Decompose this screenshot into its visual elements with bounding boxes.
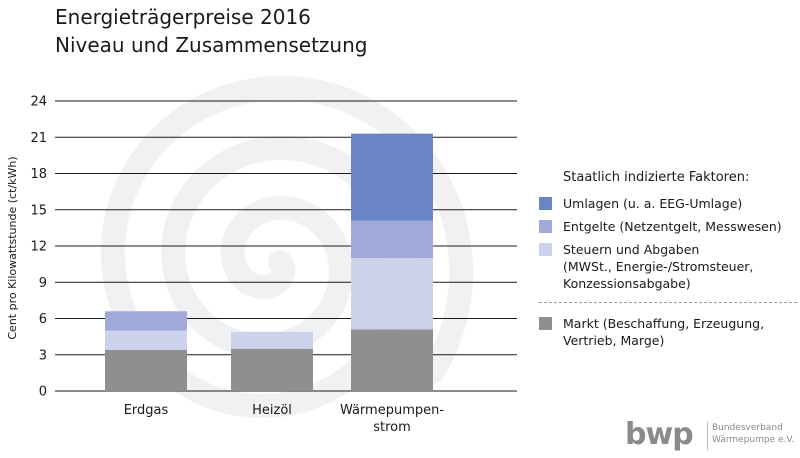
bar-segment-umlagen: [351, 133, 433, 221]
y-tick-label: 6: [39, 312, 47, 327]
legend-label-entgelte: Entgelte (Netzentgelt, Messwesen): [563, 219, 782, 234]
watermark-spiral: [100, 75, 474, 419]
y-axis-label: Cent pro Kilowattstunde (ct/kWh): [6, 156, 19, 339]
y-tick-label: 21: [30, 131, 47, 146]
y-tick-labels: 0 3 6 9 12 15 18 21 24: [30, 95, 47, 400]
y-tick-label: 24: [30, 95, 47, 110]
legend-item-steuern: Steuern und Abgaben (MWSt., Energie-/Str…: [539, 241, 795, 292]
legend-swatch-entgelte: [539, 220, 552, 233]
bar-segment-steuern: [351, 258, 433, 330]
logo-org-line2: Wärmepumpe e.V.: [712, 435, 795, 445]
legend-label-steuern: Steuern und Abgaben (MWSt., Energie-/Str…: [563, 242, 754, 291]
bar-segment-markt: [105, 349, 187, 391]
y-tick-label: 18: [30, 167, 47, 182]
x-tick-label: Heizöl: [252, 403, 292, 418]
x-tick-labels: Erdgas Heizöl Wärmepumpen-strom: [124, 403, 445, 435]
legend-heading: Staatlich indizierte Faktoren:: [563, 170, 750, 185]
bar-segment-entgelte: [351, 220, 433, 259]
legend-swatch-markt: [539, 317, 552, 330]
bar-segment-markt: [351, 329, 433, 391]
legend-label-markt: Markt (Beschaffung, Erzeugung, Vertrieb,…: [563, 316, 765, 348]
legend-swatch-umlagen: [539, 197, 552, 210]
bars: [105, 133, 433, 391]
x-tick-label: Wärmepumpen-strom: [340, 403, 444, 435]
bar-segment-markt: [231, 348, 313, 391]
logo-divider: [707, 422, 708, 450]
legend-label-umlagen: Umlagen (u. a. EEG-Umlage): [563, 196, 743, 211]
y-tick-label: 15: [30, 203, 47, 218]
logo-organization: Bundesverband Wärmepumpe e.V.: [712, 422, 794, 446]
y-tick-label: 9: [39, 276, 47, 291]
chart-subtitle: Niveau und Zusammensetzung: [55, 33, 368, 57]
legend-swatch-steuern: [539, 243, 552, 256]
legend-item-entgelte: Entgelte (Netzentgelt, Messwesen): [539, 218, 795, 235]
bwp-logo: bwp Bundesverband Wärmepumpe e.V.: [625, 418, 795, 454]
y-tick-label: 12: [30, 240, 47, 255]
bar-segment-steuern: [105, 330, 187, 350]
legend-item-markt: Markt (Beschaffung, Erzeugung, Vertrieb,…: [539, 315, 795, 349]
logo-mark: bwp: [625, 417, 694, 452]
logo-org-line1: Bundesverband: [712, 423, 783, 433]
legend-divider: [539, 302, 797, 303]
spiral-watermark: [100, 75, 474, 419]
bar-segment-steuern: [231, 331, 313, 349]
bar-segment-entgelte: [105, 311, 187, 331]
legend-item-umlagen: Umlagen (u. a. EEG-Umlage): [539, 195, 795, 212]
chart-title: Energieträgerpreise 2016: [55, 5, 311, 29]
y-tick-label: 3: [39, 348, 47, 363]
y-tick-label: 0: [39, 385, 47, 400]
x-tick-label: Erdgas: [124, 403, 169, 418]
legend: Staatlich indizierte Faktoren: Umlagen (…: [539, 170, 797, 355]
